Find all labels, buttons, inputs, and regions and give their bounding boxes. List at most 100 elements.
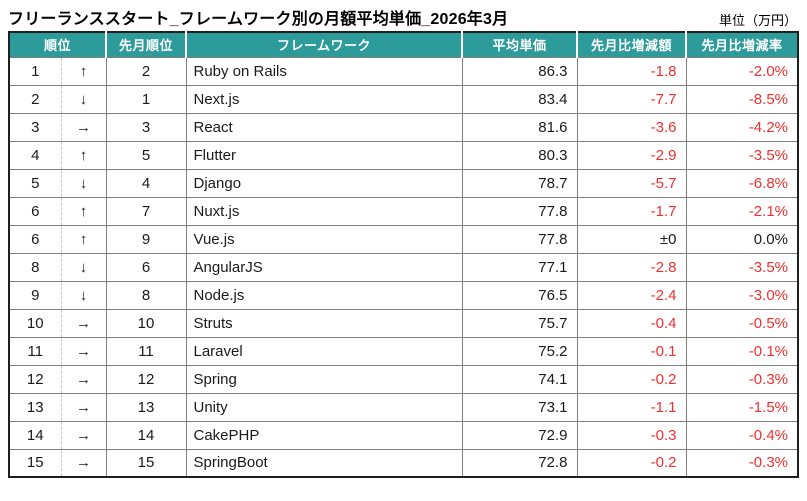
avg-price-cell: 74.1 [461, 364, 578, 394]
rank-value: 12 [26, 370, 44, 388]
rank-value: 5 [31, 174, 40, 192]
table-row: 11 → 11 Laravel 75.2 -0.1 -0.1% [8, 336, 799, 366]
col-header-rank: 順位 [9, 32, 107, 58]
table-row: 4 ↑ 5 Flutter 80.3 -2.9 -3.5% [8, 140, 799, 170]
rank-divider [60, 309, 62, 337]
trend-arrow-icon: ↑ [79, 202, 88, 220]
diff-rate-cell: -8.5% [685, 84, 799, 114]
prev-rank-cell: 12 [105, 364, 187, 394]
trend-arrow-icon: → [76, 118, 92, 136]
rank-cell: 2 ↓ [8, 84, 107, 114]
rank-cell: 8 ↓ [8, 252, 107, 282]
framework-cell: React [185, 112, 463, 142]
avg-price-cell: 86.3 [461, 56, 578, 86]
rank-divider [60, 197, 62, 225]
table-body: 1 ↑ 2 Ruby on Rails 86.3 -1.8 -2.0% 2 ↓ … [8, 56, 799, 478]
unit-label: 単位（万円） [718, 13, 797, 28]
rank-divider [60, 449, 62, 476]
trend-arrow-icon: ↑ [79, 62, 88, 80]
diff-rate-cell: -0.3% [685, 448, 799, 478]
rank-divider [60, 141, 62, 169]
table-row: 6 ↑ 9 Vue.js 77.8 ±0 0.0% [8, 224, 799, 254]
table-row: 10 → 10 Struts 75.7 -0.4 -0.5% [8, 308, 799, 338]
avg-price-cell: 83.4 [461, 84, 578, 114]
rank-divider [60, 57, 62, 85]
col-header-diff-rate: 先月比増減率 [686, 32, 799, 58]
table-row: 2 ↓ 1 Next.js 83.4 -7.7 -8.5% [8, 84, 799, 114]
diff-amount-cell: -2.4 [576, 280, 687, 310]
diff-amount-cell: -2.9 [576, 140, 687, 170]
table-row: 5 ↓ 4 Django 78.7 -5.7 -6.8% [8, 168, 799, 198]
rank-cell: 14 → [8, 420, 107, 450]
framework-cell: Struts [185, 308, 463, 338]
table-row: 8 ↓ 6 AngularJS 77.1 -2.8 -3.5% [8, 252, 799, 282]
page-title: フリーランススタート_フレームワーク別の月額平均単価_2026年3月 [8, 11, 509, 28]
header-row: 順位 先月順位 フレームワーク 平均単価 先月比増減額 先月比増減率 [9, 32, 799, 58]
rank-cell: 10 → [8, 308, 107, 338]
framework-cell: Vue.js [185, 224, 463, 254]
diff-rate-cell: -2.1% [685, 196, 799, 226]
rank-cell: 5 ↓ [8, 168, 107, 198]
table-row: 15 → 15 SpringBoot 72.8 -0.2 -0.3% [8, 448, 799, 478]
rank-value: 14 [26, 426, 44, 444]
ranking-table: 順位 先月順位 フレームワーク 平均単価 先月比増減額 先月比増減率 1 ↑ 2… [8, 31, 799, 478]
diff-rate-cell: -0.1% [685, 336, 799, 366]
diff-rate-cell: -6.8% [685, 168, 799, 198]
col-header-framework: フレームワーク [186, 32, 463, 58]
framework-cell: Laravel [185, 336, 463, 366]
col-header-avg-price: 平均単価 [462, 32, 578, 58]
rank-value: 4 [31, 146, 40, 164]
framework-cell: Unity [185, 392, 463, 422]
avg-price-cell: 73.1 [461, 392, 578, 422]
prev-rank-cell: 9 [105, 224, 187, 254]
rank-divider [60, 113, 62, 141]
diff-amount-cell: -0.4 [576, 308, 687, 338]
prev-rank-cell: 7 [105, 196, 187, 226]
diff-amount-cell: -7.7 [576, 84, 687, 114]
avg-price-cell: 75.2 [461, 336, 578, 366]
diff-rate-cell: -3.0% [685, 280, 799, 310]
table-row: 9 ↓ 8 Node.js 76.5 -2.4 -3.0% [8, 280, 799, 310]
prev-rank-cell: 11 [105, 336, 187, 366]
rank-cell: 12 → [8, 364, 107, 394]
rank-value: 15 [26, 454, 44, 472]
avg-price-cell: 75.7 [461, 308, 578, 338]
framework-cell: Nuxt.js [185, 196, 463, 226]
table-row: 6 ↑ 7 Nuxt.js 77.8 -1.7 -2.1% [8, 196, 799, 226]
diff-amount-cell: -0.2 [576, 364, 687, 394]
framework-cell: CakePHP [185, 420, 463, 450]
diff-rate-cell: -0.3% [685, 364, 799, 394]
trend-arrow-icon: → [76, 314, 92, 332]
framework-cell: Next.js [185, 84, 463, 114]
diff-rate-cell: -0.5% [685, 308, 799, 338]
diff-rate-cell: -0.4% [685, 420, 799, 450]
rank-divider [60, 225, 62, 253]
trend-arrow-icon: → [76, 398, 92, 416]
avg-price-cell: 77.1 [461, 252, 578, 282]
trend-arrow-icon: ↑ [79, 146, 88, 164]
rank-divider [60, 393, 62, 421]
framework-cell: AngularJS [185, 252, 463, 282]
rank-divider [60, 85, 62, 113]
trend-arrow-icon: ↑ [79, 230, 88, 248]
header-bar: フリーランススタート_フレームワーク別の月額平均単価_2026年3月 単位（万円… [8, 3, 799, 29]
prev-rank-cell: 14 [105, 420, 187, 450]
rank-cell: 15 → [8, 448, 107, 478]
diff-amount-cell: -2.8 [576, 252, 687, 282]
framework-cell: Node.js [185, 280, 463, 310]
diff-amount-cell: -0.3 [576, 420, 687, 450]
prev-rank-cell: 4 [105, 168, 187, 198]
diff-amount-cell: -0.2 [576, 448, 687, 478]
diff-rate-cell: 0.0% [685, 224, 799, 254]
rank-value: 11 [27, 342, 44, 360]
rank-value: 3 [31, 118, 40, 136]
rank-value: 6 [31, 202, 40, 220]
framework-cell: Flutter [185, 140, 463, 170]
trend-arrow-icon: ↓ [79, 286, 88, 304]
avg-price-cell: 72.9 [461, 420, 578, 450]
framework-cell: Ruby on Rails [185, 56, 463, 86]
trend-arrow-icon: ↓ [79, 258, 88, 276]
rank-value: 10 [26, 314, 44, 332]
table-row: 13 → 13 Unity 73.1 -1.1 -1.5% [8, 392, 799, 422]
avg-price-cell: 80.3 [461, 140, 578, 170]
